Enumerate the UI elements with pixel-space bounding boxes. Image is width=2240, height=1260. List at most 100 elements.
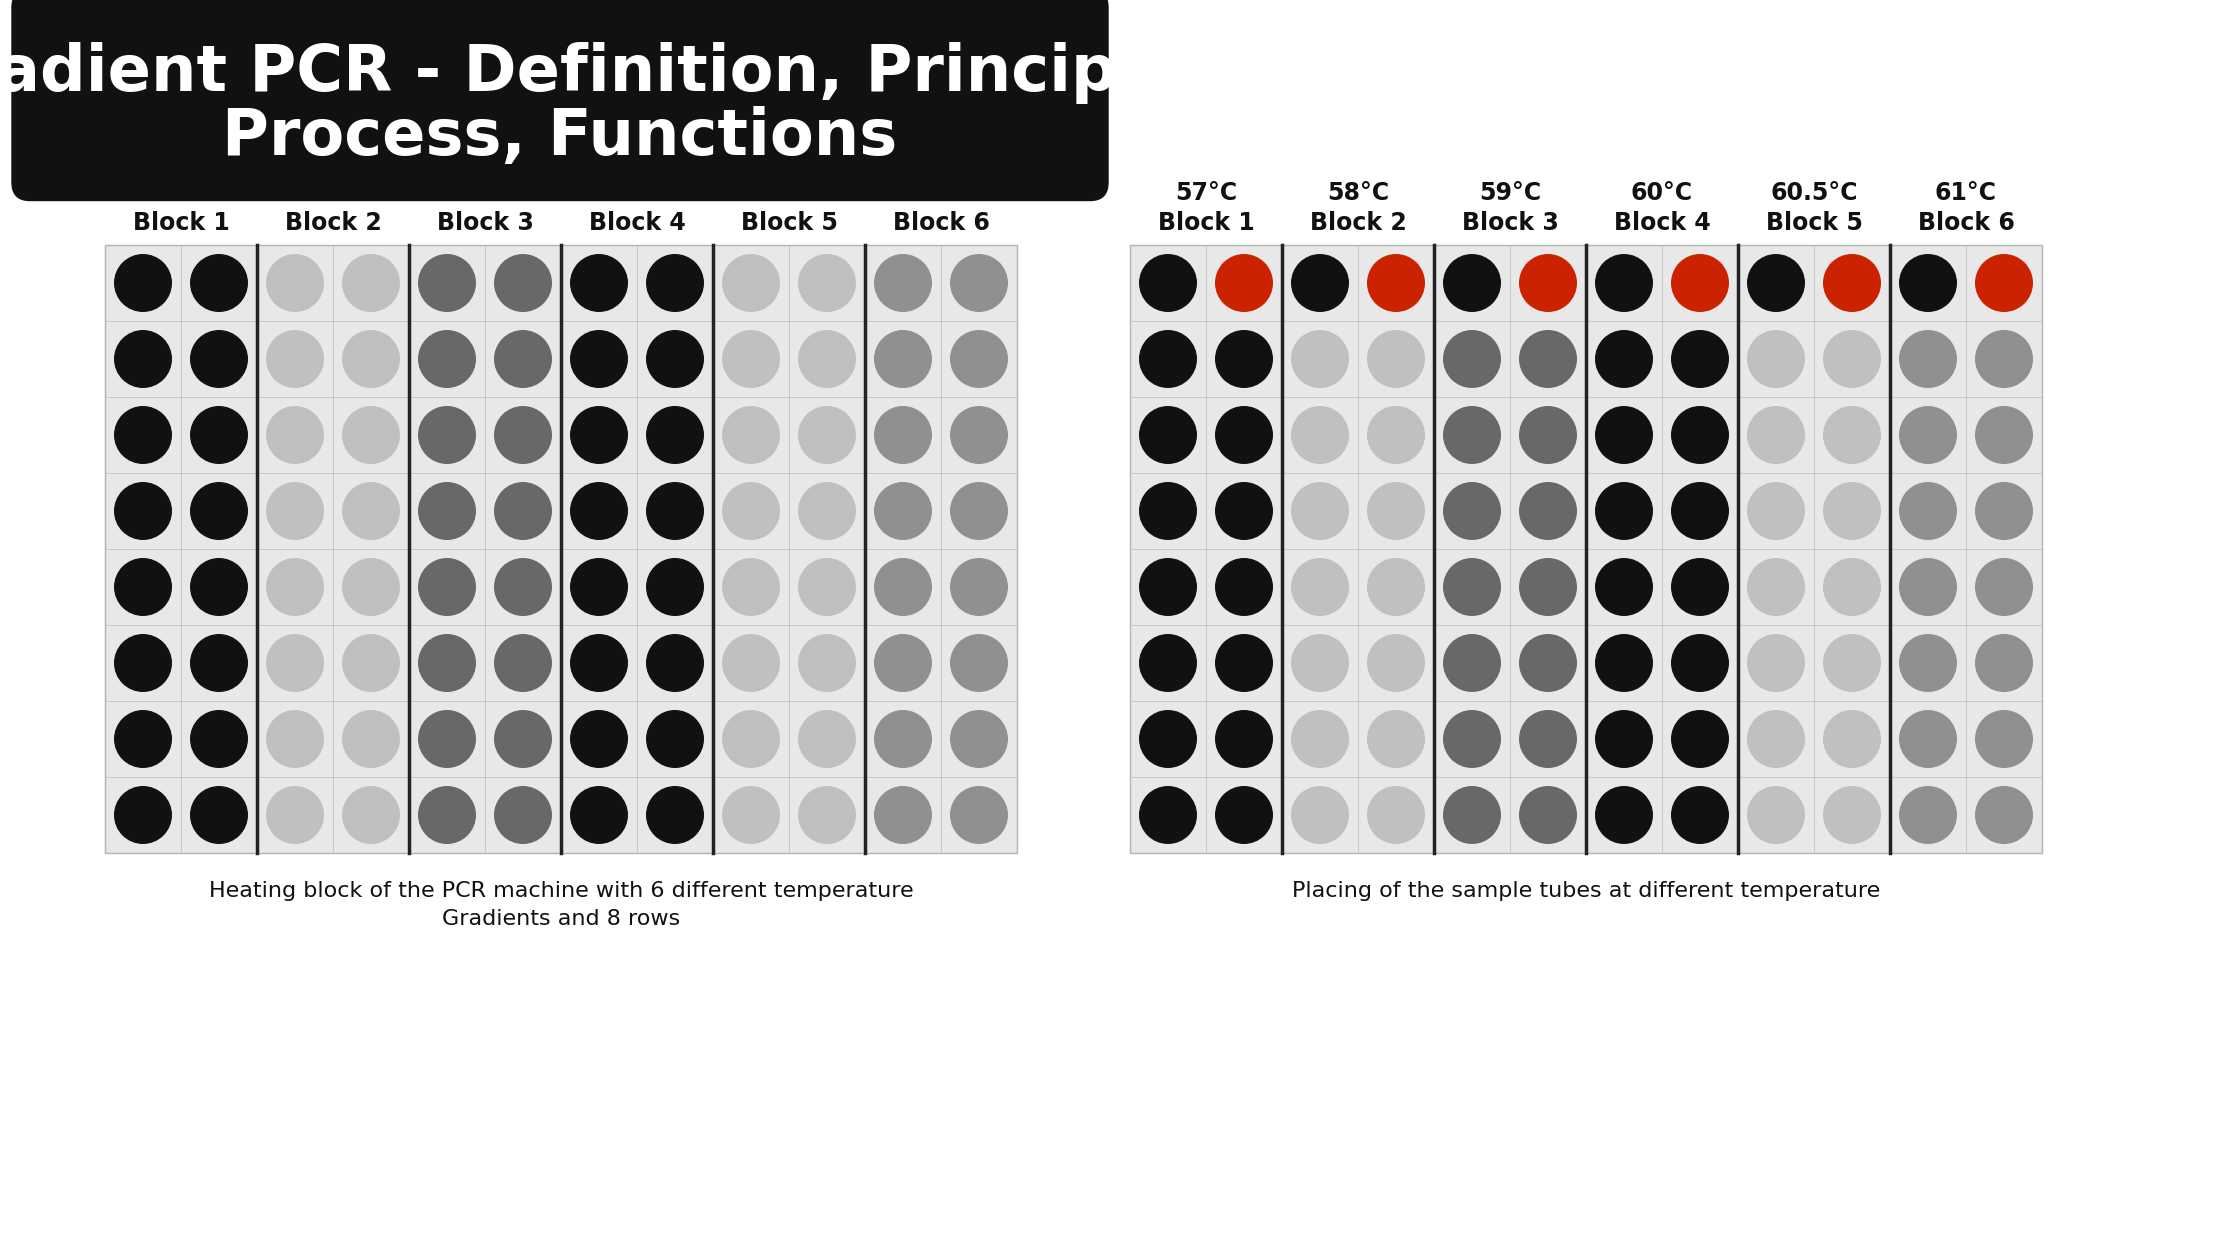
Ellipse shape <box>1214 558 1272 616</box>
Ellipse shape <box>190 786 249 844</box>
Ellipse shape <box>1976 255 2034 312</box>
Ellipse shape <box>569 406 627 464</box>
Ellipse shape <box>190 709 249 769</box>
Ellipse shape <box>721 483 780 541</box>
Ellipse shape <box>114 483 172 541</box>
Ellipse shape <box>1290 483 1348 541</box>
Ellipse shape <box>797 330 856 388</box>
Ellipse shape <box>1366 709 1425 769</box>
Ellipse shape <box>1823 558 1882 616</box>
Ellipse shape <box>495 255 551 312</box>
Ellipse shape <box>419 786 475 844</box>
Ellipse shape <box>1976 709 2034 769</box>
Ellipse shape <box>1747 255 1805 312</box>
Ellipse shape <box>1671 330 1729 388</box>
Ellipse shape <box>267 634 325 692</box>
Ellipse shape <box>419 483 475 541</box>
Ellipse shape <box>1671 786 1729 844</box>
Ellipse shape <box>267 406 325 464</box>
Text: Block 1: Block 1 <box>132 210 228 236</box>
Ellipse shape <box>419 634 475 692</box>
Ellipse shape <box>1595 709 1653 769</box>
Ellipse shape <box>1900 406 1958 464</box>
Ellipse shape <box>1900 709 1958 769</box>
Ellipse shape <box>797 406 856 464</box>
Ellipse shape <box>1976 558 2034 616</box>
Ellipse shape <box>1900 330 1958 388</box>
Ellipse shape <box>114 406 172 464</box>
Ellipse shape <box>1900 558 1958 616</box>
Text: Block 3: Block 3 <box>437 210 533 236</box>
Ellipse shape <box>1747 558 1805 616</box>
Text: Block 2: Block 2 <box>284 210 381 236</box>
Ellipse shape <box>1366 558 1425 616</box>
Ellipse shape <box>267 483 325 541</box>
Ellipse shape <box>190 406 249 464</box>
Ellipse shape <box>114 330 172 388</box>
Ellipse shape <box>645 709 703 769</box>
Ellipse shape <box>797 483 856 541</box>
Ellipse shape <box>645 255 703 312</box>
Ellipse shape <box>190 255 249 312</box>
Ellipse shape <box>1290 255 1348 312</box>
Ellipse shape <box>1366 255 1425 312</box>
Ellipse shape <box>1976 330 2034 388</box>
Ellipse shape <box>797 255 856 312</box>
Text: 58°C: 58°C <box>1326 181 1389 205</box>
Text: Block 2: Block 2 <box>1310 210 1407 236</box>
Ellipse shape <box>1290 558 1348 616</box>
Ellipse shape <box>1214 406 1272 464</box>
Ellipse shape <box>1595 786 1653 844</box>
Ellipse shape <box>1443 558 1501 616</box>
Ellipse shape <box>1138 483 1196 541</box>
Ellipse shape <box>950 709 1008 769</box>
Ellipse shape <box>1595 634 1653 692</box>
Ellipse shape <box>495 786 551 844</box>
Ellipse shape <box>495 709 551 769</box>
Text: Block 3: Block 3 <box>1460 210 1559 236</box>
Ellipse shape <box>267 786 325 844</box>
Ellipse shape <box>495 406 551 464</box>
Ellipse shape <box>1443 634 1501 692</box>
Ellipse shape <box>1138 786 1196 844</box>
Ellipse shape <box>1366 483 1425 541</box>
Ellipse shape <box>419 255 475 312</box>
Bar <box>1129 244 2043 853</box>
Ellipse shape <box>1671 558 1729 616</box>
Ellipse shape <box>874 255 932 312</box>
Ellipse shape <box>797 558 856 616</box>
Ellipse shape <box>569 330 627 388</box>
Ellipse shape <box>569 255 627 312</box>
Ellipse shape <box>569 483 627 541</box>
Ellipse shape <box>797 786 856 844</box>
Ellipse shape <box>874 330 932 388</box>
Ellipse shape <box>721 255 780 312</box>
Ellipse shape <box>1976 406 2034 464</box>
Ellipse shape <box>1747 406 1805 464</box>
Text: Block 6: Block 6 <box>892 210 990 236</box>
Ellipse shape <box>1214 330 1272 388</box>
Text: 59°C: 59°C <box>1478 181 1541 205</box>
Ellipse shape <box>1138 634 1196 692</box>
Ellipse shape <box>1519 330 1577 388</box>
Ellipse shape <box>1519 483 1577 541</box>
Ellipse shape <box>1214 786 1272 844</box>
Text: Gradients and 8 rows: Gradients and 8 rows <box>441 908 681 929</box>
Ellipse shape <box>1747 634 1805 692</box>
Ellipse shape <box>1366 634 1425 692</box>
Ellipse shape <box>950 255 1008 312</box>
Ellipse shape <box>721 634 780 692</box>
Ellipse shape <box>1823 330 1882 388</box>
Text: Placing of the sample tubes at different temperature: Placing of the sample tubes at different… <box>1292 881 1879 901</box>
Ellipse shape <box>645 634 703 692</box>
Ellipse shape <box>797 634 856 692</box>
Ellipse shape <box>721 558 780 616</box>
Ellipse shape <box>190 558 249 616</box>
Ellipse shape <box>1900 786 1958 844</box>
Ellipse shape <box>343 709 401 769</box>
Ellipse shape <box>495 558 551 616</box>
Ellipse shape <box>1595 330 1653 388</box>
Ellipse shape <box>1976 634 2034 692</box>
Ellipse shape <box>874 483 932 541</box>
Text: 61°C: 61°C <box>1935 181 1998 205</box>
